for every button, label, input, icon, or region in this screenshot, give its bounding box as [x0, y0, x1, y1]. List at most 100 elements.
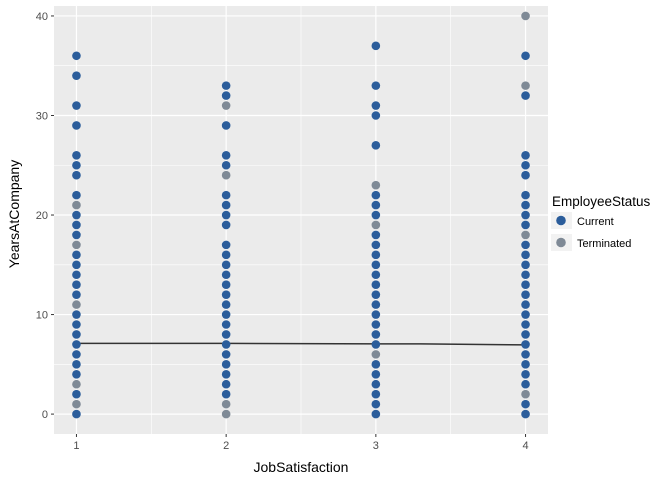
point-current	[221, 320, 231, 329]
point-current	[72, 360, 81, 369]
point-current	[72, 389, 81, 399]
point-current	[521, 250, 530, 260]
point-current	[72, 409, 81, 419]
y-axis-ticks: 0 10 20 30 40	[36, 11, 54, 421]
minor-gridlines	[54, 6, 548, 434]
point-current	[521, 220, 530, 230]
point-terminated	[521, 11, 530, 21]
point-current	[72, 340, 81, 349]
point-current	[371, 210, 381, 220]
point-current	[371, 330, 381, 339]
point-current	[521, 360, 530, 369]
point-current	[371, 280, 381, 289]
point-current	[521, 340, 530, 349]
point-current	[221, 81, 231, 90]
point-current	[521, 409, 530, 419]
point-current	[371, 200, 381, 210]
point-current	[72, 71, 81, 80]
y-axis-title: YearsAtCompany	[6, 160, 22, 268]
point-current	[521, 210, 530, 220]
point-current	[371, 240, 381, 250]
x-tick-label: 1	[73, 440, 79, 452]
point-current	[371, 360, 381, 369]
point-current	[221, 330, 231, 339]
point-current	[371, 270, 381, 280]
point-current	[72, 250, 81, 260]
point-current	[371, 340, 381, 349]
point-terminated	[72, 379, 81, 389]
point-current	[221, 91, 231, 100]
point-current	[521, 160, 530, 170]
point-current	[221, 151, 231, 160]
point-current	[521, 310, 530, 319]
point-current	[221, 210, 231, 220]
point-current	[221, 389, 231, 399]
legend: EmployeeStatus Current Terminated	[551, 194, 651, 251]
point-current	[371, 250, 381, 260]
point-current	[221, 121, 231, 130]
point-current	[371, 399, 381, 409]
point-current	[371, 379, 381, 389]
point-current	[371, 320, 381, 329]
point-current	[72, 330, 81, 339]
point-current	[221, 260, 231, 270]
point-current	[221, 360, 231, 369]
point-current	[521, 300, 530, 309]
point-current	[371, 409, 381, 419]
x-axis-title: JobSatisfaction	[254, 459, 349, 475]
point-current	[221, 310, 231, 319]
point-current	[371, 300, 381, 309]
point-current	[72, 260, 81, 270]
point-current	[72, 310, 81, 319]
point-current	[521, 320, 530, 329]
x-tick-label: 4	[522, 440, 528, 452]
point-current	[371, 310, 381, 319]
point-current	[521, 290, 530, 299]
point-current	[221, 200, 231, 210]
point-current	[72, 151, 81, 160]
legend-label-terminated: Terminated	[577, 238, 631, 250]
point-terminated	[371, 220, 381, 230]
point-current	[521, 240, 530, 250]
point-current	[221, 300, 231, 309]
legend-title: EmployeeStatus	[552, 194, 651, 209]
point-current	[72, 210, 81, 220]
point-terminated	[521, 81, 530, 90]
point-current	[521, 379, 530, 389]
point-current	[72, 280, 81, 289]
point-current	[221, 250, 231, 260]
x-tick-label: 3	[373, 440, 379, 452]
point-terminated	[72, 200, 81, 210]
point-current	[221, 240, 231, 250]
trend-line	[76, 342, 526, 346]
point-terminated	[521, 230, 530, 240]
point-current	[72, 51, 81, 61]
point-current	[371, 41, 381, 51]
point-current	[371, 389, 381, 399]
point-current	[371, 141, 381, 150]
legend-marker-current	[556, 215, 566, 226]
point-current	[371, 101, 381, 110]
point-current	[371, 290, 381, 299]
legend-marker-terminated	[556, 237, 566, 248]
point-current	[371, 111, 381, 120]
point-terminated	[371, 350, 381, 359]
point-current	[371, 369, 381, 379]
point-terminated	[221, 399, 231, 409]
point-terminated	[371, 180, 381, 190]
point-terminated	[221, 409, 231, 419]
y-tick-label: 30	[36, 110, 48, 122]
point-current	[221, 340, 231, 349]
point-terminated	[72, 399, 81, 409]
point-current	[72, 101, 81, 110]
point-current	[72, 350, 81, 359]
point-current	[221, 160, 231, 170]
point-current	[371, 190, 381, 200]
point-current	[371, 81, 381, 90]
y-tick-label: 10	[36, 310, 48, 322]
point-current	[521, 151, 530, 160]
point-current	[72, 369, 81, 379]
point-current	[521, 350, 530, 359]
point-terminated	[72, 300, 81, 309]
point-current	[371, 260, 381, 270]
